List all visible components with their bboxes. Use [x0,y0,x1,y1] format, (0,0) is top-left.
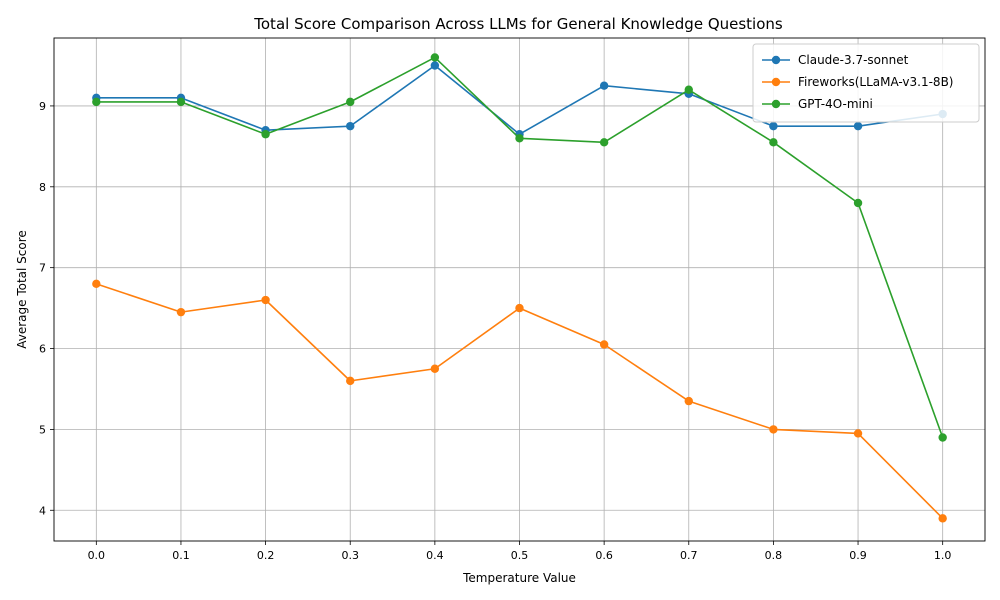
plot-frame [53,37,986,542]
data-point-fireworks-llama-v3-1-8b [938,514,947,523]
data-point-claude-3-7-sonnet [599,81,609,90]
data-point-gpt-4o-mini [938,433,947,442]
data-point-gpt-4o-mini [515,134,524,143]
data-point-fireworks-llama-v3-1-8b [769,425,778,434]
data-point-fireworks-llama-v3-1-8b [515,303,524,313]
data-point-fireworks-llama-v3-1-8b [261,295,270,305]
x-tick-label: 0.4 [426,549,444,562]
x-tick-label: 0.8 [765,549,783,562]
data-point-gpt-4o-mini [853,198,863,208]
x-tick-label: 0.6 [595,549,613,562]
data-point-gpt-4o-mini [430,53,440,62]
data-point-gpt-4o-mini [346,97,355,107]
data-point-claude-3-7-sonnet [430,61,440,70]
x-tick-label: 0.3 [341,549,359,562]
legend-swatch-marker-claude-3-7-sonnet [771,55,781,65]
legend-swatch-marker-fireworks-llama-v3-1-8b [771,77,781,87]
legend-box [752,43,980,123]
y-tick-label: 5 [39,423,46,436]
data-point-fireworks-llama-v3-1-8b [684,396,693,406]
data-point-gpt-4o-mini [599,138,609,147]
legend-label-claude-3-7-sonnet: Claude-3.7-sonnet [798,53,909,67]
legend-label-gpt-4o-mini: GPT-4O-mini [798,97,873,111]
x-axis-ticks: 0.0 0.1 0.2 0.3 0.4 0.5 0.6 0.7 0.8 0.9 1.0 [88,541,952,562]
series-group [92,53,947,523]
y-tick-label: 4 [39,504,46,517]
data-point-fireworks-llama-v3-1-8b [430,364,440,373]
x-tick-label: 0.0 [88,549,106,562]
data-point-fireworks-llama-v3-1-8b [176,307,186,317]
x-tick-label: 0.2 [257,549,275,562]
y-axis-label: Average Total Score [15,230,29,349]
data-point-fireworks-llama-v3-1-8b [346,376,355,386]
y-axis-ticks: 4 5 6 7 8 9 [39,100,54,517]
data-point-gpt-4o-mini [176,97,186,107]
y-tick-label: 9 [39,100,46,113]
x-axis-label: Temperature Value [462,571,576,585]
data-point-fireworks-llama-v3-1-8b [92,279,101,289]
data-point-gpt-4o-mini [769,138,778,147]
legend: Claude-3.7-sonnet Fireworks(LLaMA-v3.1-8B… [752,43,980,123]
y-tick-label: 8 [39,181,46,194]
data-point-gpt-4o-mini [684,85,693,94]
data-point-claude-3-7-sonnet [346,121,355,131]
data-point-claude-3-7-sonnet [853,121,863,131]
data-point-gpt-4o-mini [92,97,101,107]
data-point-fireworks-llama-v3-1-8b [599,340,609,349]
x-tick-label: 0.1 [172,549,190,562]
data-point-fireworks-llama-v3-1-8b [853,429,863,438]
data-point-claude-3-7-sonnet [769,121,778,131]
y-tick-label: 6 [39,343,46,356]
x-tick-label: 1.0 [934,549,952,562]
x-tick-label: 0.5 [511,549,529,562]
x-tick-label: 0.7 [680,549,698,562]
data-point-gpt-4o-mini [261,130,270,139]
chart-title: Total Score Comparison Across LLMs for G… [253,15,783,33]
y-tick-label: 7 [39,262,46,275]
x-tick-label: 0.9 [849,549,867,562]
legend-label-fireworks-llama-v3-1-8b: Fireworks(LLaMA-v3.1-8B) [798,75,953,89]
legend-swatch-marker-gpt-4o-mini [771,99,781,109]
